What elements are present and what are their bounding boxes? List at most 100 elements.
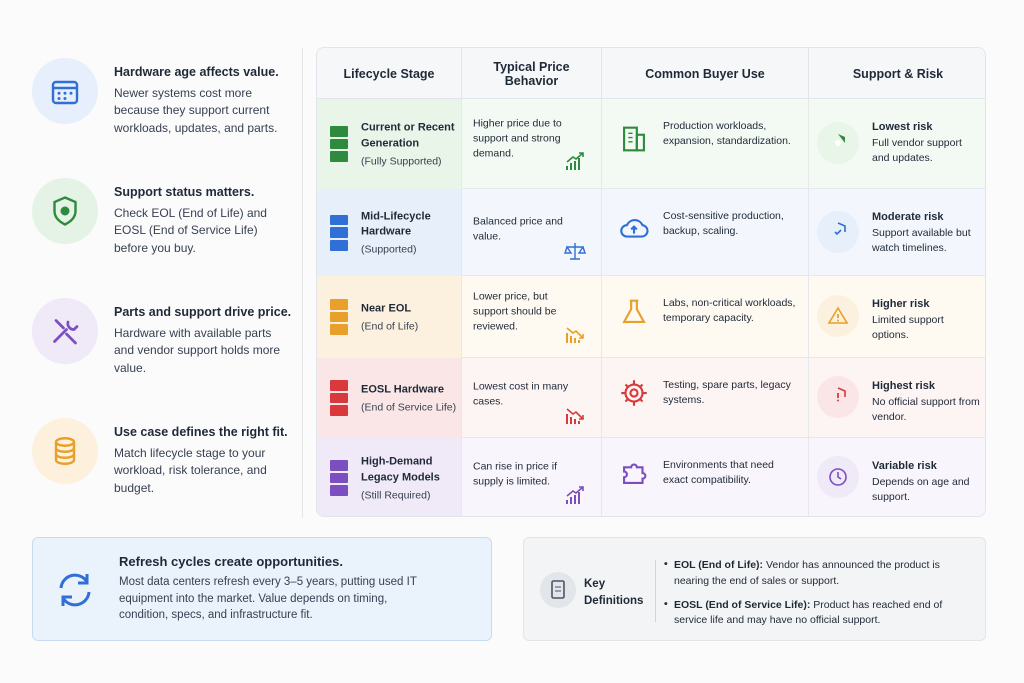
definition-text: Product has reached end of service life …: [674, 598, 943, 627]
stage-block: Near EOL (End of Life): [361, 302, 461, 333]
use-icon-glyph: [620, 218, 649, 238]
risk-level: Higher risk: [872, 298, 930, 310]
use-text: Environments that need exact compatibili…: [663, 459, 774, 487]
column-line: [601, 276, 602, 358]
risk-text: Full vendor support and updates.: [872, 137, 962, 165]
sidebar-title: Parts and support drive price.: [114, 305, 292, 319]
column-header: Lifecycle Stage: [343, 66, 435, 81]
sidebar-title: Use case defines the right fit.: [114, 425, 288, 439]
definitions-title: Key Definitions: [584, 578, 644, 607]
column-line: [808, 358, 809, 438]
server-unit: [330, 151, 348, 163]
price-text: Higher price due to support and strong d…: [473, 117, 562, 161]
use-icon: [617, 211, 651, 245]
price-text: Lowest cost in many cases.: [473, 380, 569, 408]
column-line: [808, 276, 809, 358]
price-icon-glyph: [566, 408, 584, 424]
stage-name: Current or Recent Generation: [361, 121, 455, 150]
definition-term: EOL (End of Life):: [674, 559, 764, 571]
server-icon: [330, 460, 348, 497]
server-icon: [330, 126, 348, 163]
sidebar-glyph-glyph: [51, 80, 79, 105]
server-unit: [330, 311, 348, 323]
sidebar-glyph-glyph: [54, 437, 76, 465]
price-text: Can rise in price if supply is limited.: [473, 460, 558, 488]
column-line: [461, 276, 462, 358]
bullet: •: [664, 597, 668, 610]
risk-level: Moderate risk: [872, 211, 944, 223]
risk-glyph: [826, 465, 850, 489]
doc-icon: [540, 572, 576, 608]
server-icon: [330, 214, 348, 251]
sidebar-icon: [32, 58, 98, 124]
risk-icon: [817, 456, 859, 498]
server-unit: [330, 324, 348, 336]
stage-block: Mid-Lifecycle Hardware (Supported): [361, 209, 461, 256]
use-icon: [617, 376, 651, 410]
column-line: [601, 189, 602, 276]
column-line: [808, 99, 809, 189]
sidebar-text: Match lifecycle stage to your workload, …: [114, 446, 267, 495]
sidebar-icon: [32, 298, 98, 364]
risk-icon: [817, 295, 859, 337]
risk-icon: [817, 210, 859, 253]
doc-glyph: [551, 580, 565, 599]
risk-text: Limited support options.: [872, 314, 944, 342]
sidebar-glyph: [47, 433, 83, 469]
refresh-icon: [59, 573, 91, 607]
sidebar-glyph: [47, 193, 83, 229]
risk-glyph-glyph: [835, 134, 845, 146]
column-line: [601, 99, 602, 189]
risk-text: Support available but watch timelines.: [872, 227, 971, 255]
price-text: Lower price, but support should be revie…: [473, 290, 557, 334]
server-unit: [330, 405, 348, 417]
column-line: [601, 358, 602, 438]
sidebar-icon: [32, 418, 98, 484]
column-line: [808, 189, 809, 276]
definitions-divider: [655, 560, 656, 622]
stage-name: High-Demand Legacy Models: [361, 455, 440, 484]
stage-block: EOSL Hardware (End of Service Life): [361, 383, 461, 414]
use-icon: [617, 456, 651, 490]
server-unit: [330, 472, 348, 484]
risk-glyph: [826, 131, 850, 155]
sidebar-title: Support status matters.: [114, 185, 255, 199]
sidebar-glyph-glyph: [53, 319, 79, 345]
refresh-text: Most data centers refresh every 3–5 year…: [119, 576, 417, 622]
column-header: Support & Risk: [808, 48, 985, 99]
server-unit: [330, 380, 348, 391]
stage-name: Near EOL: [361, 302, 412, 315]
use-icon-glyph: [621, 380, 647, 406]
risk-icon: [817, 376, 859, 418]
use-text: Cost-sensitive production, backup, scali…: [663, 210, 784, 238]
stage-status: (Fully Supported): [361, 155, 442, 168]
sidebar-glyph-glyph: [53, 196, 77, 226]
use-icon: [617, 122, 651, 156]
refresh-title: Refresh cycles create opportunities.: [119, 554, 343, 569]
stage-name: Mid-Lifecycle Hardware: [361, 210, 431, 238]
risk-level: Highest risk: [872, 380, 935, 392]
use-icon-glyph: [623, 463, 647, 484]
price-icon-glyph: [566, 486, 584, 504]
stage-status: (End of Life): [361, 320, 419, 333]
definitions-list: • EOL (End of Life): Vendor has announced…: [664, 558, 964, 637]
column-line: [461, 189, 462, 276]
sidebar-text: Hardware with available parts and vendor…: [114, 326, 281, 375]
table: Lifecycle Stage Typical Price Behavior Com…: [316, 47, 986, 517]
price-icon: [563, 239, 587, 263]
divider: [302, 48, 303, 518]
sidebar-title: Hardware age affects value.: [114, 65, 279, 79]
risk-level: Lowest risk: [872, 121, 933, 133]
server-unit: [330, 126, 348, 137]
risk-level: Variable risk: [872, 460, 937, 472]
header-row: [317, 48, 985, 99]
price-icon-glyph: [564, 242, 586, 260]
risk-glyph-glyph: [827, 306, 849, 324]
use-text: Production workloads, expansion, standar…: [663, 120, 791, 148]
risk-glyph-glyph: [837, 387, 846, 402]
stage-status: (End of Service Life): [361, 401, 457, 414]
column-line: [808, 438, 809, 516]
risk-text: Depends on age and support.: [872, 476, 970, 504]
price-icon: [563, 404, 587, 428]
